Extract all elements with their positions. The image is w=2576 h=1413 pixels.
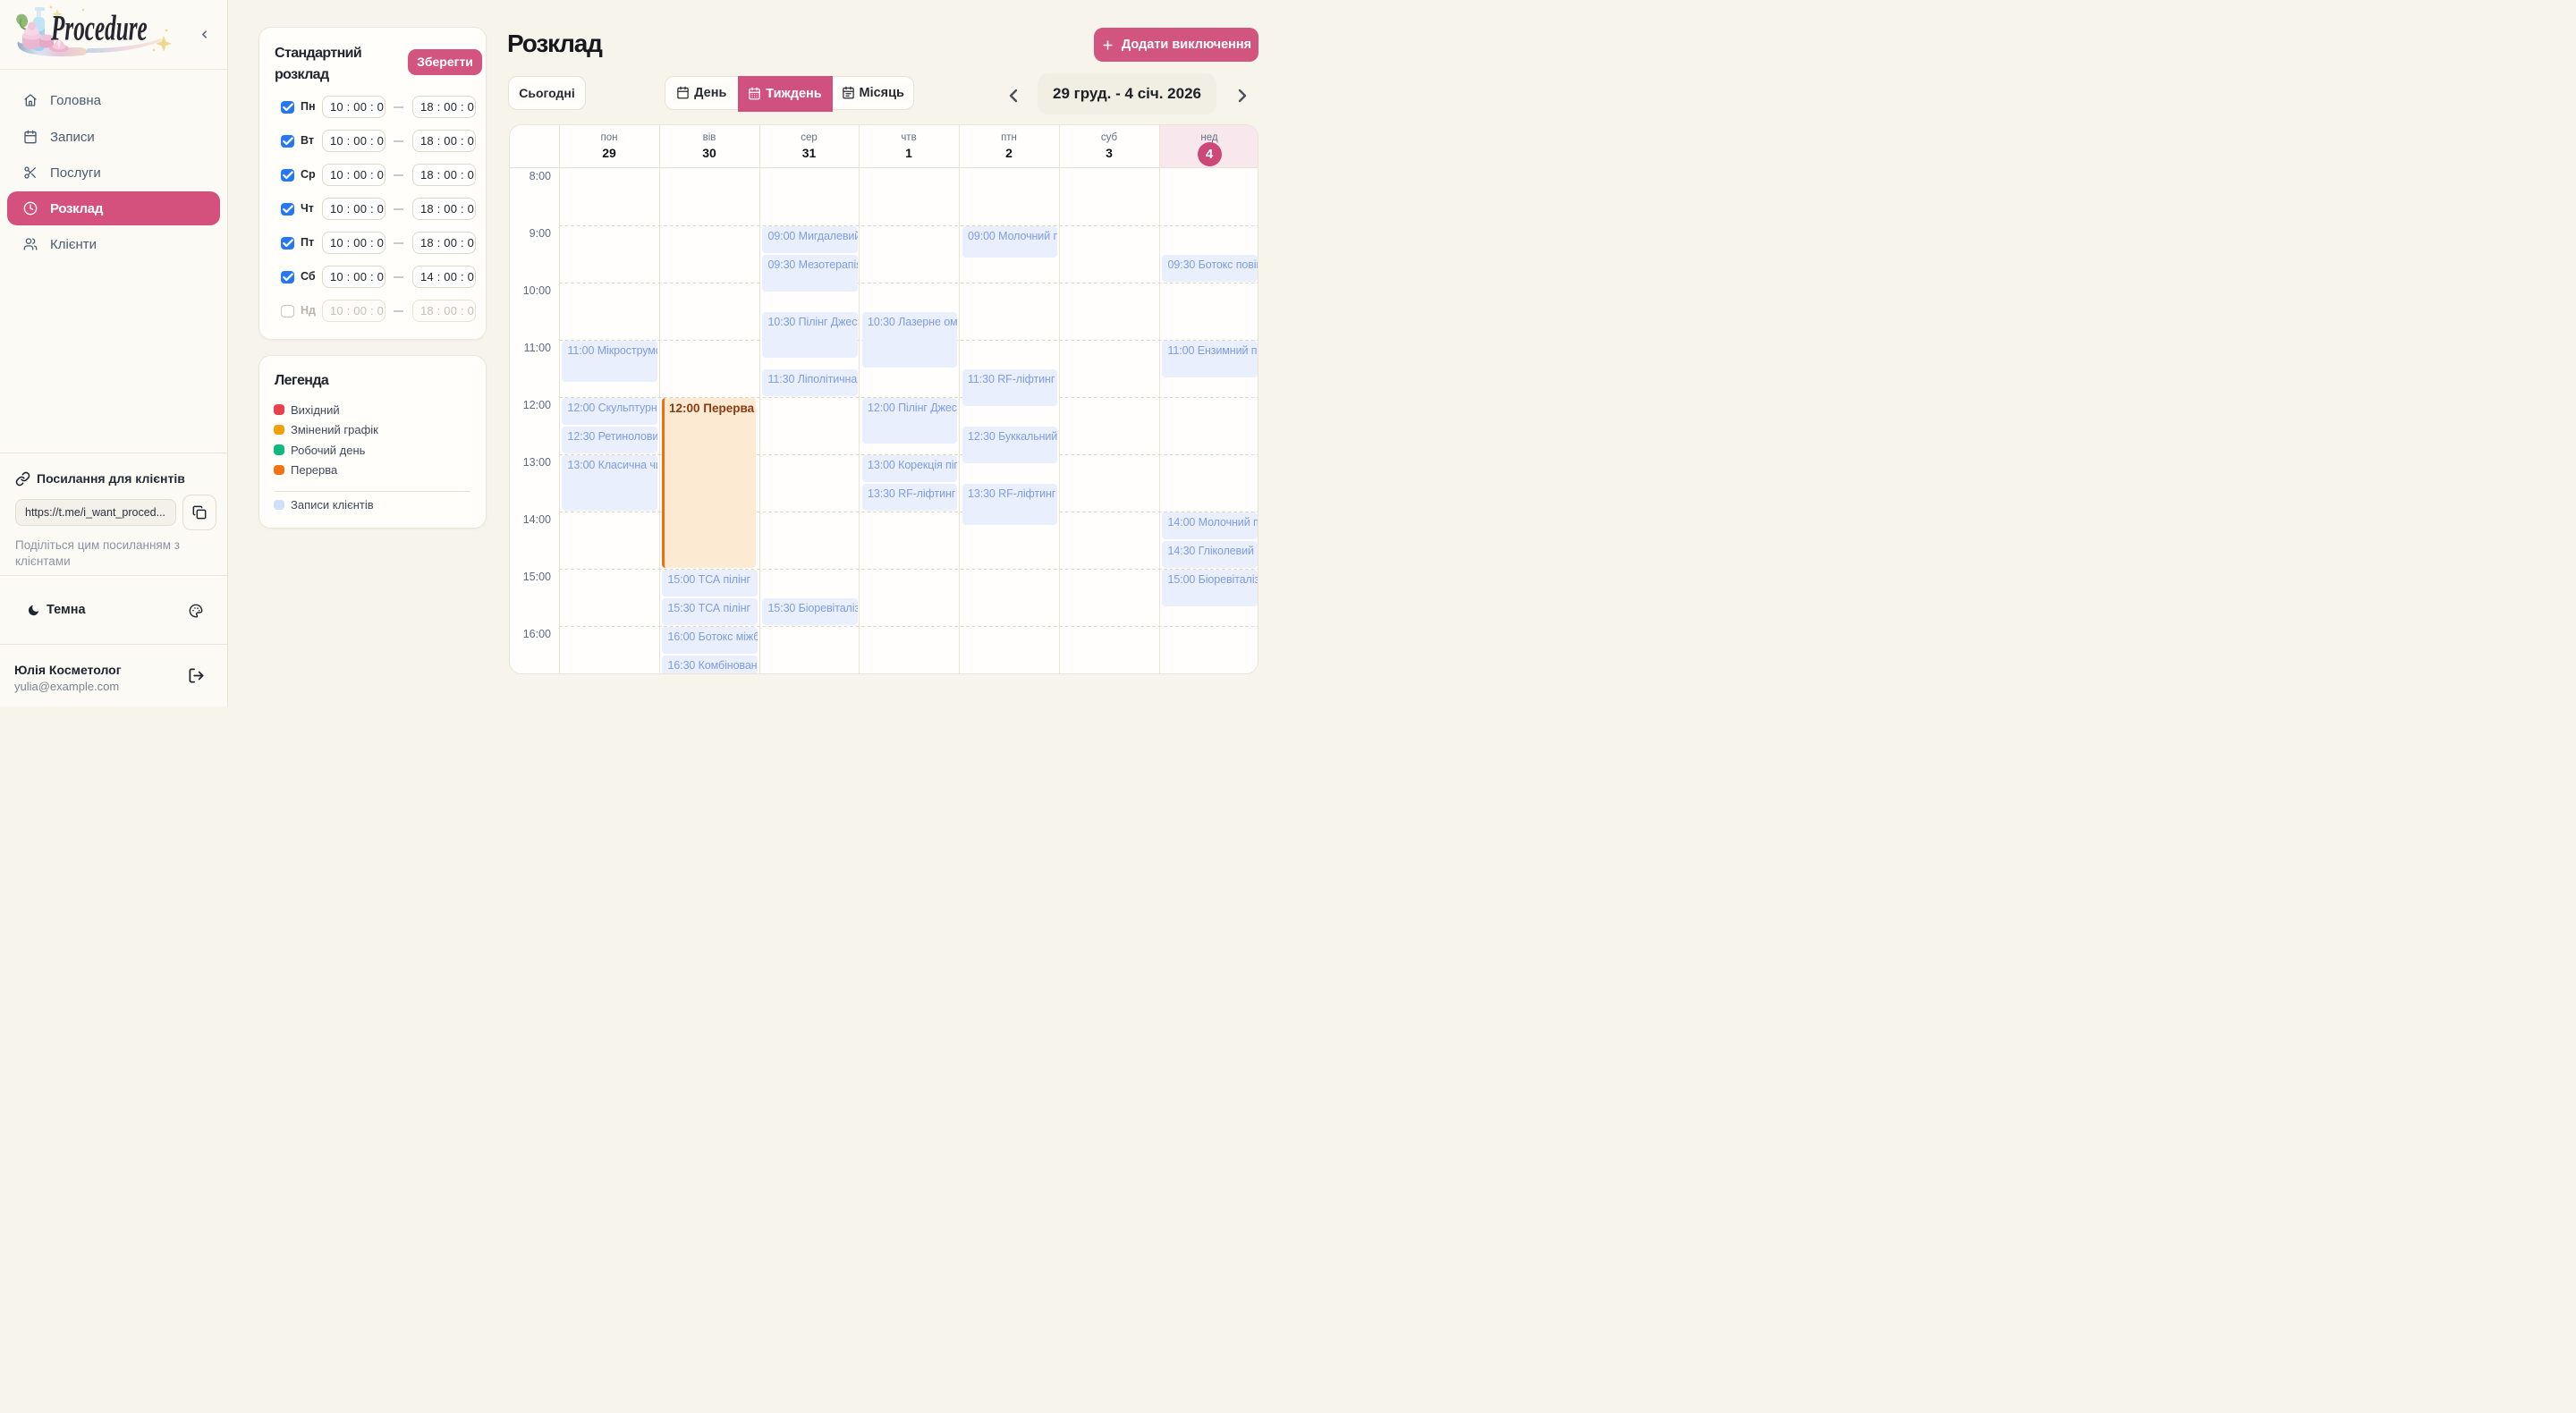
svg-text:Procedure: Procedure xyxy=(50,9,148,48)
